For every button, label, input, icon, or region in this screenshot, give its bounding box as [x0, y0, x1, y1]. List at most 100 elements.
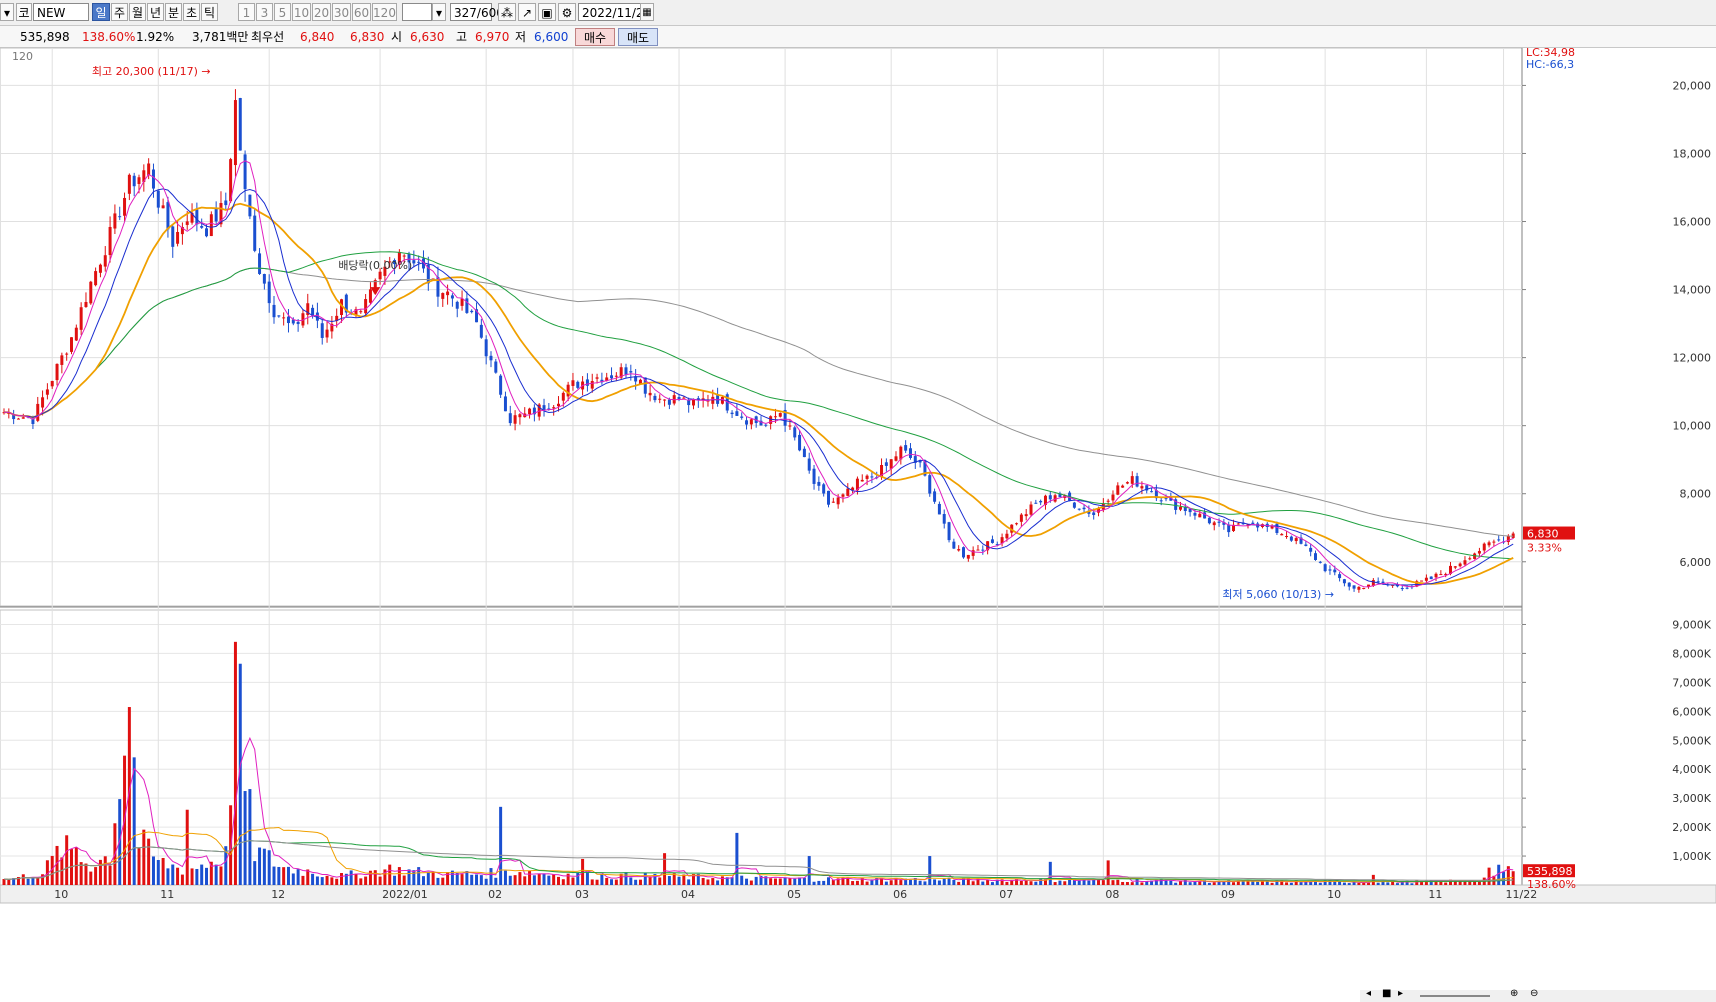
volume-bar [1019, 880, 1023, 885]
save-icon[interactable]: ▣ [538, 3, 556, 21]
tab-year[interactable]: 년 [147, 3, 164, 21]
interval-button-3[interactable]: 3 [256, 3, 273, 21]
candle-body [904, 445, 908, 451]
volume-bar [238, 663, 242, 885]
candle-body [1188, 508, 1192, 513]
volume-bar [421, 876, 425, 885]
candle-body [1043, 495, 1047, 505]
date-tick-label: 10 [54, 888, 68, 901]
candle-body [764, 424, 768, 426]
tab-minute[interactable]: 분 [165, 3, 182, 21]
candle-body [561, 392, 565, 401]
tab-day[interactable]: 일 [92, 3, 110, 21]
candle-body [301, 313, 305, 326]
last-volume-label: 535,898 [1527, 865, 1573, 878]
indicator-icon[interactable]: ⁂ [498, 3, 516, 21]
interval-button-30[interactable]: 30 [332, 3, 351, 21]
interval-button-20[interactable]: 20 [312, 3, 331, 21]
volume-bar [1000, 879, 1004, 885]
draw-tool-icon[interactable]: ↗ [518, 3, 536, 21]
zoom-in-icon[interactable]: ⊕ [1510, 988, 1519, 999]
candle-body [108, 226, 112, 256]
stock-code-input[interactable]: NEW [33, 3, 89, 21]
candle-body [798, 434, 802, 451]
volume-bar [1203, 880, 1207, 885]
candle-body [1405, 587, 1409, 589]
volume-bar [460, 874, 464, 885]
volume-bar [1043, 879, 1047, 885]
candle-body [156, 190, 160, 208]
volume-bar [855, 880, 859, 885]
volume-bar [320, 877, 324, 885]
candle-body [224, 200, 228, 206]
candle-body [407, 253, 411, 263]
date-tick-label: 12 [271, 888, 285, 901]
candle-body [421, 258, 425, 269]
stop-icon[interactable]: ■ [1382, 988, 1392, 999]
candle-body [176, 231, 180, 244]
axis-area [1522, 48, 1716, 885]
volume-bar [1477, 881, 1481, 885]
zoom-out-icon[interactable]: ⊖ [1530, 988, 1539, 999]
candle-body [1087, 510, 1091, 514]
volume-bar [1029, 881, 1033, 885]
interval-button-60[interactable]: 60 [352, 3, 371, 21]
candle-body [769, 416, 773, 424]
volume-bar [692, 873, 695, 885]
menu-dropdown-button[interactable]: ▾ [0, 3, 14, 21]
volume-bar [1260, 881, 1264, 885]
interval-button-1[interactable]: 1 [238, 3, 255, 21]
date-input[interactable]: 2022/11/22 [578, 3, 654, 21]
date-tick-label: 07 [999, 888, 1013, 901]
tab-second[interactable]: 초 [183, 3, 200, 21]
candle-body [1150, 491, 1154, 493]
candle-body [687, 399, 691, 406]
tab-week[interactable]: 주 [111, 3, 128, 21]
candle-body [1058, 493, 1062, 498]
interval-dropdown-button[interactable]: ▾ [432, 3, 446, 21]
data-count-input[interactable]: 327/600 [450, 3, 504, 21]
low-label: 저 [515, 30, 527, 44]
volume-bar [1400, 882, 1404, 885]
volume-bar [1097, 878, 1101, 885]
buy-button[interactable]: 매수 [575, 28, 615, 46]
volume-bar [1121, 881, 1125, 885]
volume-bar [759, 875, 763, 885]
volume-bar [1342, 882, 1346, 885]
interval-custom-input[interactable] [402, 3, 432, 21]
interval-button-120[interactable]: 120 [372, 3, 397, 21]
volume-bar [74, 847, 78, 885]
volume-bar [479, 875, 483, 885]
volume-bar [735, 832, 739, 885]
scroll-prev-icon[interactable]: ◂ [1366, 988, 1372, 999]
candle-body [1222, 522, 1226, 525]
market-selector[interactable]: 코 [16, 3, 32, 21]
interval-button-10[interactable]: 10 [292, 3, 311, 21]
volume-bar [1420, 881, 1424, 885]
candle-body [1193, 512, 1197, 516]
sell-button[interactable]: 매도 [618, 28, 658, 46]
zoom-slider[interactable] [1420, 995, 1490, 997]
volume-bar [1381, 881, 1385, 885]
open-value: 6,630 [410, 30, 445, 44]
volume-bar [267, 850, 271, 885]
scroll-next-icon[interactable]: ▸ [1398, 988, 1404, 999]
volume-bar [1395, 883, 1399, 885]
candle-body [127, 174, 131, 194]
tab-tick[interactable]: 틱 [201, 3, 218, 21]
date-tick-label: 11 [1428, 888, 1442, 901]
candle-body [1362, 587, 1366, 589]
candle-body [123, 197, 127, 216]
price-tick-label: 6,000 [1680, 556, 1712, 569]
calendar-icon[interactable]: ▦ [640, 3, 654, 21]
candle-body [238, 97, 242, 151]
volume-bar [658, 877, 662, 885]
tab-month[interactable]: 월 [129, 3, 146, 21]
gear-icon[interactable]: ⚙ [558, 3, 576, 21]
volume-bar [89, 871, 93, 885]
candle-body [311, 307, 315, 316]
volume-bar [754, 876, 758, 885]
interval-button-5[interactable]: 5 [274, 3, 291, 21]
candle-body [441, 293, 445, 299]
volume-bar [494, 877, 498, 885]
